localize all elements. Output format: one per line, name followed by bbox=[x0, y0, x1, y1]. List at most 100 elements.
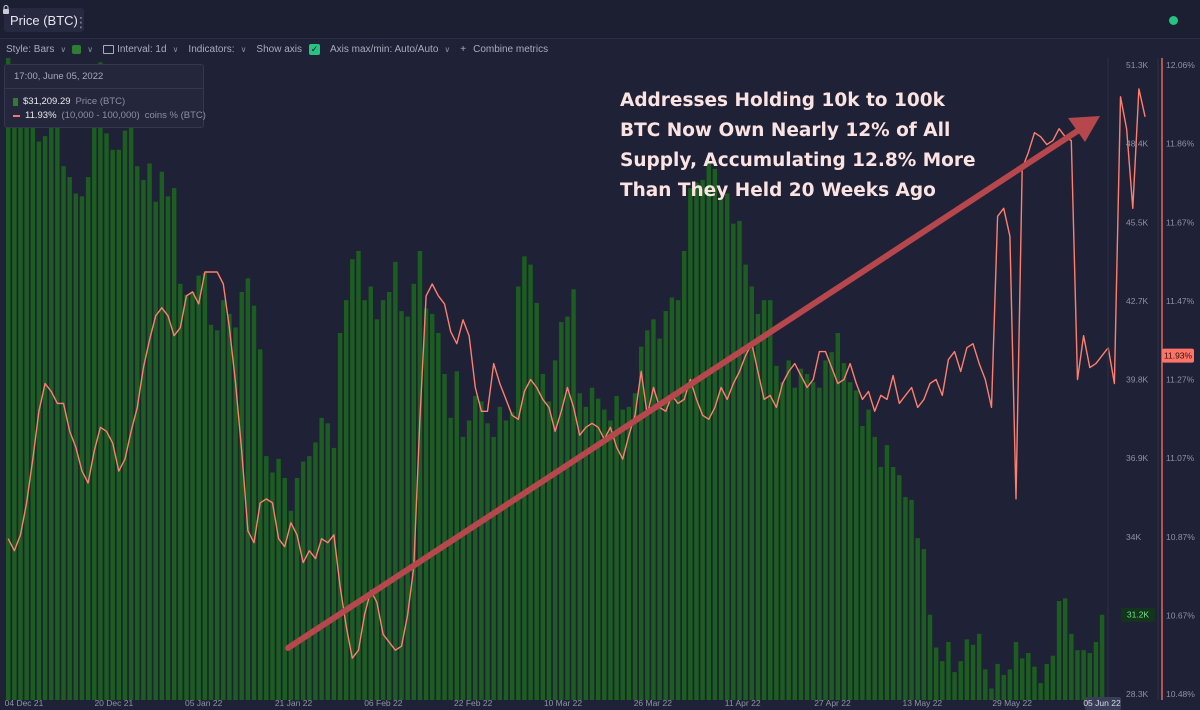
legend-divider bbox=[5, 88, 203, 89]
price-bar bbox=[214, 330, 220, 700]
price-bar bbox=[368, 286, 373, 700]
price-bar bbox=[589, 387, 595, 700]
price-bar bbox=[540, 374, 546, 700]
x-axis-tick-label: 06 Feb 22 bbox=[364, 698, 403, 708]
right-axis-tick-label: 12.06% bbox=[1166, 60, 1195, 70]
price-bar bbox=[12, 127, 17, 700]
price-bar bbox=[257, 349, 263, 700]
price-bar bbox=[417, 251, 423, 700]
metric-title-box[interactable]: Price (BTC) bbox=[3, 5, 84, 32]
price-bar bbox=[1069, 633, 1074, 700]
price-bar bbox=[1019, 658, 1025, 700]
price-bar bbox=[638, 346, 644, 700]
current-supply-label: 11.93% bbox=[1164, 351, 1193, 361]
price-bar bbox=[1081, 650, 1086, 700]
price-bar bbox=[952, 672, 957, 700]
chevron-down-icon: ∨ bbox=[87, 44, 94, 54]
price-bar bbox=[571, 289, 576, 700]
price-bar bbox=[1001, 674, 1006, 700]
price-bar bbox=[184, 294, 189, 700]
price-bar bbox=[227, 313, 232, 700]
indicators-label: Indicators: bbox=[188, 43, 235, 55]
price-bar bbox=[356, 251, 361, 700]
price-bar bbox=[448, 417, 453, 700]
metric-title: Price (BTC) bbox=[10, 12, 78, 28]
price-bar bbox=[405, 316, 410, 700]
price-bar bbox=[380, 300, 386, 700]
calendar-icon bbox=[103, 44, 115, 54]
price-bar bbox=[552, 360, 558, 700]
x-axis-tick-label: 13 May 22 bbox=[902, 698, 942, 708]
annotation-line: Addresses Holding 10k to 100k bbox=[620, 90, 945, 111]
checkbox-checked-icon[interactable]: ✓ bbox=[309, 43, 320, 55]
legend-date: 17:00, June 05, 2022 bbox=[14, 71, 104, 82]
combine-metrics-button[interactable]: + Combine metrics bbox=[460, 44, 548, 55]
right-axis-tick-label: 11.47% bbox=[1166, 296, 1195, 306]
right-axis-ticks: 12.06% 11.86% 11.67% 11.47% 11.27% 11.07% 10.8… bbox=[1166, 60, 1195, 699]
legend-row-price: $31,209.29 Price (BTC) bbox=[13, 96, 125, 107]
price-bar bbox=[343, 300, 349, 700]
price-bar bbox=[159, 171, 165, 700]
x-axis-tick-label: 29 May 22 bbox=[992, 698, 1032, 708]
x-axis-tick-label: 05 Jun 22 bbox=[1083, 698, 1121, 708]
right-axis-tick-label: 11.07% bbox=[1166, 453, 1195, 463]
price-bar bbox=[921, 549, 927, 700]
price-bar bbox=[946, 642, 951, 700]
price-bar bbox=[786, 360, 791, 700]
interval-label: Interval: 1d bbox=[117, 43, 167, 55]
price-bar bbox=[614, 395, 619, 700]
price-bar bbox=[509, 412, 515, 700]
right-axis-tick-label: 11.86% bbox=[1166, 139, 1195, 149]
price-bar bbox=[798, 368, 804, 700]
price-bar bbox=[116, 149, 122, 701]
supply-line-layer bbox=[7, 88, 1146, 659]
price-bar bbox=[626, 406, 632, 700]
price-bar bbox=[423, 308, 429, 700]
price-bar bbox=[761, 300, 767, 700]
annotation-line: Than They Held 20 Weeks Ago bbox=[620, 180, 936, 201]
price-bar bbox=[1032, 666, 1037, 700]
left-axis-tick-label: 34K bbox=[1126, 532, 1141, 542]
kebab-menu-icon[interactable]: ⋮ bbox=[74, 14, 88, 30]
price-bar bbox=[479, 401, 484, 700]
price-bar bbox=[460, 436, 466, 700]
price-bar bbox=[110, 149, 115, 701]
price-bar bbox=[712, 168, 718, 700]
left-axis-tick-label: 39.8K bbox=[1126, 375, 1149, 385]
price-bar bbox=[331, 447, 337, 700]
axis-minmax-dropdown[interactable]: Axis max/min: Auto/Auto ∨ bbox=[330, 44, 450, 55]
price-bar bbox=[18, 67, 23, 700]
price-bar bbox=[61, 166, 66, 700]
price-bar bbox=[743, 264, 748, 700]
price-bar bbox=[282, 478, 287, 700]
price-bar bbox=[485, 423, 490, 700]
combine-metrics-label: Combine metrics bbox=[473, 43, 549, 55]
price-bar bbox=[528, 264, 533, 700]
price-bar bbox=[940, 661, 945, 700]
price-bar bbox=[6, 58, 11, 700]
price-bar bbox=[897, 475, 902, 700]
legend-supply-value: 11.93% bbox=[25, 110, 57, 121]
price-bar bbox=[860, 426, 865, 700]
indicators-dropdown[interactable]: Indicators: ∨ bbox=[188, 44, 246, 55]
chevron-down-icon: ∨ bbox=[240, 44, 247, 54]
style-dropdown[interactable]: Style: Bars ∨ bbox=[6, 44, 66, 55]
lock-icon bbox=[3, 5, 9, 14]
price-bar bbox=[319, 417, 324, 700]
price-bar bbox=[208, 324, 214, 700]
price-bar bbox=[92, 97, 97, 701]
chevron-down-icon: ∨ bbox=[172, 44, 179, 54]
style-label: Style: Bars bbox=[6, 43, 55, 55]
interval-dropdown[interactable]: Interval: 1d ∨ bbox=[103, 44, 178, 55]
color-picker[interactable]: ∨ bbox=[72, 44, 94, 54]
price-bar bbox=[724, 193, 730, 700]
show-axis-toggle[interactable]: Show axis ✓ bbox=[256, 43, 320, 55]
price-bar bbox=[190, 292, 195, 700]
price-bar bbox=[749, 286, 754, 700]
left-axis-tick-label: 51.3K bbox=[1126, 60, 1149, 70]
price-bar bbox=[399, 311, 404, 700]
price-bar bbox=[755, 313, 761, 700]
price-bar bbox=[1050, 655, 1056, 700]
legend-price-name: Price (BTC) bbox=[75, 96, 126, 107]
